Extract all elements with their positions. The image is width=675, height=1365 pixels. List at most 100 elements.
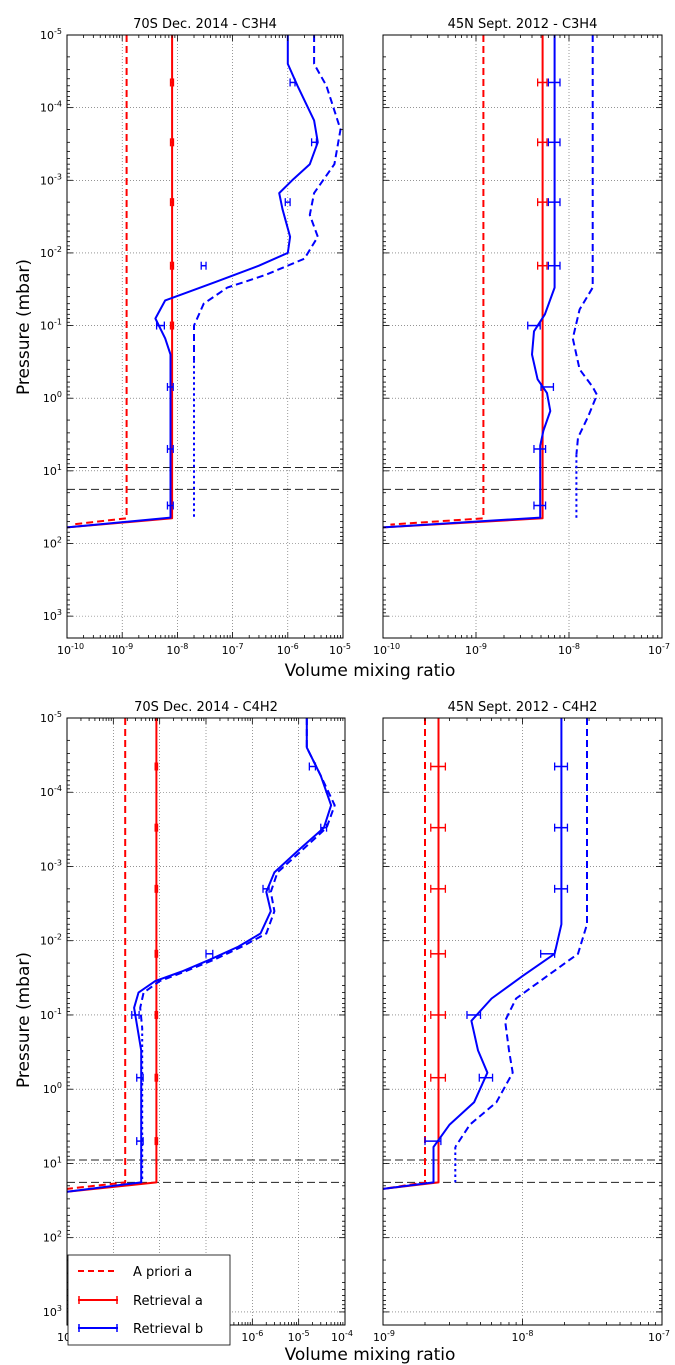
errorbar-2-2	[430, 823, 447, 832]
panel-2: 10-10 10-9 10-8 10-7 45N Sept. 2012 - C3H4	[373, 17, 670, 657]
errorbar-2-5	[154, 1010, 159, 1019]
errorbar-3-4	[547, 261, 561, 270]
errorbar-3-7	[533, 444, 547, 453]
errorbar-3-6	[478, 1073, 494, 1082]
series-line-2	[67, 35, 174, 529]
y-tick-label: 10-5	[40, 27, 62, 42]
legend-label-a-priori-a: A priori a	[133, 1265, 192, 1280]
errorbar-2-1	[169, 78, 175, 87]
series-line-4	[571, 35, 598, 455]
errorbar-2-6	[154, 1073, 159, 1082]
y-tick-label: 10-4	[40, 784, 62, 799]
errorbar-3-3	[284, 198, 291, 207]
x-tick-label: 10-6	[241, 1329, 263, 1344]
x-axis-label-bottom: Volume mixing ratio	[285, 1345, 456, 1365]
errorbar-3-6	[166, 382, 174, 391]
x-tick-label: 10-8	[512, 1329, 534, 1344]
y-tick-label: 10-5	[40, 710, 62, 725]
errorbar-3-5	[466, 1010, 482, 1019]
grid	[382, 34, 663, 638]
series-group	[67, 718, 336, 1193]
errorbar-3-5	[155, 321, 165, 330]
errorbar-3-2	[310, 138, 318, 147]
errorbar-2-3	[169, 198, 175, 207]
x-tick-label: 10-9	[373, 1329, 395, 1344]
errorbar-3-5	[131, 1010, 140, 1019]
x-tick-label: 10-8	[558, 642, 580, 657]
y-tick-label: 10-2	[40, 245, 62, 260]
errorbar-2-3	[536, 198, 548, 207]
grid	[66, 717, 346, 1325]
x-tick-label: 10-9	[111, 642, 133, 657]
x-tick-label: 10-7	[648, 1329, 670, 1344]
grid	[66, 34, 344, 638]
errorbar-3-4	[540, 949, 556, 958]
errorbar-3-3	[547, 198, 561, 207]
y-tick-label: 102	[43, 1230, 62, 1245]
x-tick-label: 10-7	[648, 642, 670, 657]
series-line-3	[383, 35, 556, 529]
legend-label-retrieval-b: Retrieval b	[133, 1322, 203, 1337]
errorbar-2-5	[169, 321, 175, 330]
errorbar-3-2	[553, 823, 569, 832]
x-tick-label: 10-5	[288, 1329, 310, 1344]
series-line-4	[454, 718, 588, 1148]
series-line-3	[383, 718, 563, 1190]
errorbar-2-3	[154, 884, 159, 893]
x-tick-label: 10-10	[373, 642, 400, 657]
y-tick-label: 101	[43, 463, 62, 478]
errorbar-3-2	[547, 138, 561, 147]
errorbar-2-5	[430, 1010, 447, 1019]
errorbar-2-1	[154, 762, 159, 771]
y-tick-label: 103	[43, 1304, 62, 1319]
series-line-4	[193, 35, 342, 361]
series-line-3	[67, 35, 319, 529]
x-axis-label-top: Volume mixing ratio	[285, 661, 456, 681]
y-tick-label: 102	[43, 535, 62, 550]
panel-title: 45N Sept. 2012 - C4H2	[448, 700, 598, 715]
x-tick-label: 10-7	[222, 642, 244, 657]
panel-4: 10-9 10-8 10-7 45N Sept. 2012 - C4H2	[373, 700, 670, 1344]
errorbar-3-4	[200, 261, 207, 270]
series-line-2	[67, 718, 158, 1193]
legend-label-retrieval-a: Retrieval a	[133, 1294, 203, 1309]
errorbar-3-7	[424, 1137, 442, 1146]
x-tick-label: 10-9	[465, 642, 487, 657]
errorbar-3-6	[540, 382, 555, 391]
panel-title: 45N Sept. 2012 - C3H4	[448, 17, 598, 32]
y-tick-label: 10-1	[40, 318, 62, 333]
errorbar-3-7	[166, 444, 174, 453]
series-group	[383, 718, 588, 1190]
errorbar-3-5	[527, 321, 541, 330]
series-group	[383, 35, 598, 529]
errorbar-2-1	[536, 78, 548, 87]
series-line-2	[383, 35, 544, 529]
legend-swatch-retrieval-b	[78, 1324, 118, 1332]
errorbar-3-1	[289, 78, 296, 87]
errorbar-2-4	[154, 949, 159, 958]
series-line-3	[67, 718, 333, 1193]
errorbar-2-2	[169, 138, 175, 147]
errorbar-2-7	[154, 1137, 159, 1146]
panel-title: 70S Dec. 2014 - C4H2	[134, 700, 278, 715]
x-tick-label: 10-4	[331, 1329, 353, 1344]
y-tick-label: 100	[43, 390, 62, 405]
panel-title: 70S Dec. 2014 - C3H4	[133, 17, 277, 32]
y-axis-label-top: Pressure (mbar)	[14, 259, 34, 395]
x-tick-label: 10-8	[166, 642, 188, 657]
y-tick-label: 10-2	[40, 933, 62, 948]
series-group	[67, 35, 342, 529]
errorbar-2-4	[536, 261, 548, 270]
errorbar-3-1	[553, 762, 569, 771]
y-tick-label: 10-4	[40, 100, 62, 115]
axes-frame	[66, 34, 344, 639]
y-tick-label: 101	[43, 1155, 62, 1170]
legend-swatch-retrieval-a	[78, 1296, 118, 1304]
errorbar-3-8	[533, 501, 547, 510]
errorbar-3-3	[553, 884, 569, 893]
errorbar-3-4	[205, 949, 214, 958]
errorbar-2-2	[154, 823, 159, 832]
series-line-4	[139, 718, 336, 1029]
errorbar-3-3	[262, 884, 270, 893]
